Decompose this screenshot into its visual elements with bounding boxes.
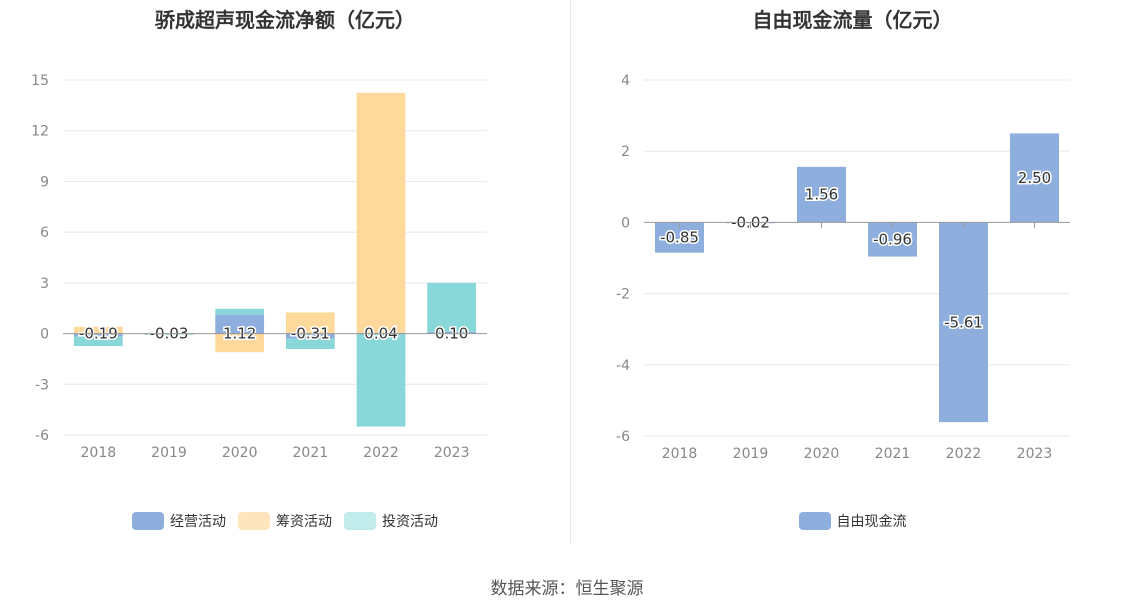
chart-title: 骄成超声现金流净额（亿元） <box>155 8 415 32</box>
x-tick-label: 2020 <box>222 445 258 461</box>
legend-swatch-financing <box>238 512 270 530</box>
free-cash-flow-plot: 420-2-4-6-0.852018-0.0220191.562020-0.96… <box>616 73 1070 462</box>
bar <box>285 333 335 339</box>
y-tick-label: 4 <box>621 73 630 89</box>
y-tick-label: 2 <box>621 144 630 160</box>
legend-label: 自由现金流 <box>836 514 907 530</box>
legend-swatch-free-cash-flow <box>798 512 831 530</box>
x-tick-label: 2020 <box>804 446 840 462</box>
y-tick-label: 15 <box>31 73 49 89</box>
x-tick-label: 2022 <box>363 445 399 461</box>
legend-label: 筹资活动 <box>276 514 332 530</box>
legend-item-free-cash-flow[interactable]: 自由现金流 <box>798 511 907 531</box>
free-cash-flow-chart: 自由现金流量（亿元） 420-2-4-6-0.852018-0.0220191.… <box>571 0 1134 545</box>
y-tick-label: -3 <box>35 377 49 393</box>
data-source-footer: 数据来源：恒生聚源 <box>490 579 644 599</box>
bar <box>285 338 335 349</box>
data-label: 2.50 <box>1018 169 1051 187</box>
y-tick-label: -6 <box>35 428 49 444</box>
bar <box>356 333 406 427</box>
bar <box>356 92 406 333</box>
legend-swatch-investing <box>344 512 376 530</box>
legend-item-operating[interactable]: 经营活动 <box>132 511 226 531</box>
bar <box>1010 133 1059 223</box>
y-tick-label: 6 <box>40 225 49 241</box>
bar <box>215 314 265 334</box>
bar <box>285 312 335 334</box>
bar <box>427 282 477 332</box>
legend-item-investing[interactable]: 投资活动 <box>344 511 438 531</box>
chart-title: 自由现金流量（亿元） <box>752 8 953 32</box>
y-tick-label: -4 <box>616 358 630 374</box>
chart-legend: 经营活动 筹资活动 投资活动 <box>0 511 570 531</box>
x-tick-label: 2023 <box>1017 446 1053 462</box>
x-tick-label: 2021 <box>293 445 329 461</box>
x-tick-label: 2019 <box>733 446 769 462</box>
y-tick-label: -6 <box>616 429 630 445</box>
legend-label: 投资活动 <box>382 514 438 530</box>
legend-label: 经营活动 <box>170 514 226 530</box>
x-tick-label: 2019 <box>151 445 187 461</box>
legend-swatch-operating <box>132 512 164 530</box>
bar <box>144 334 194 335</box>
y-tick-label: 0 <box>621 215 630 231</box>
data-label: 1.56 <box>805 186 838 204</box>
cash-flow-net-chart: 骄成超声现金流净额（亿元） 15 12 9 6 3 0 -3 -6 -0.19 2018 -0.03… <box>0 0 570 545</box>
bar <box>797 166 846 223</box>
bar <box>215 333 265 353</box>
x-tick-label: 2018 <box>81 445 117 461</box>
y-tick-label: 0 <box>40 327 49 343</box>
x-tick-label: 2022 <box>946 446 982 462</box>
bar <box>73 326 123 334</box>
data-label: -0.96 <box>873 230 912 248</box>
chart-legend: 自由现金流 <box>571 511 1134 531</box>
bar <box>73 336 123 347</box>
bar <box>939 222 988 423</box>
cash-flow-net-plot: 15129630-3-6-0.192018-0.0320191.122020-0… <box>31 73 487 461</box>
y-tick-label: 12 <box>31 124 49 140</box>
legend-item-financing[interactable]: 筹资活动 <box>238 511 332 531</box>
bar <box>427 331 477 334</box>
data-label: -5.61 <box>944 313 983 331</box>
bar <box>73 333 123 337</box>
y-tick-label: 3 <box>40 276 49 292</box>
y-tick-label: -2 <box>616 287 630 303</box>
panel-divider <box>570 0 571 545</box>
x-tick-label: 2021 <box>875 446 911 462</box>
x-tick-label: 2023 <box>434 445 470 461</box>
y-tick-label: 9 <box>40 174 49 190</box>
data-label: -0.85 <box>660 229 699 247</box>
bar <box>215 308 265 315</box>
x-tick-label: 2018 <box>662 446 698 462</box>
